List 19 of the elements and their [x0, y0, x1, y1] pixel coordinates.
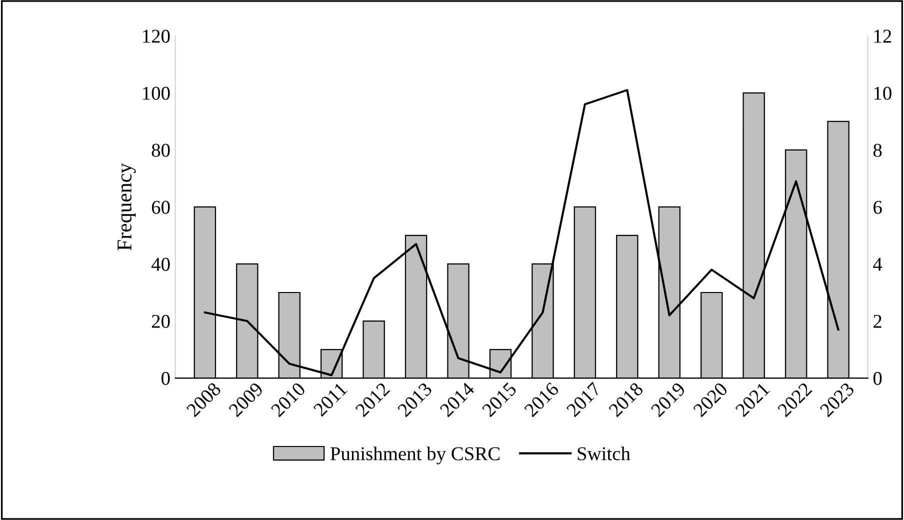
- y-tick-label: 80: [152, 144, 170, 157]
- y2-tick-label: 4: [873, 258, 882, 271]
- y2-tick-label: 10: [874, 86, 892, 100]
- y-tick-label: 120: [143, 30, 170, 43]
- y-tick-label: 0: [162, 372, 170, 385]
- y-tick-label: 40: [151, 258, 170, 271]
- y2-tick-label: 0: [873, 372, 882, 385]
- y2-tick-label: 12: [874, 30, 892, 43]
- y-tick-label: 60: [152, 200, 170, 214]
- y2-tick-label: 8: [873, 144, 882, 157]
- y-tick-label: 20: [152, 314, 170, 328]
- legend-label: Punishment by CSRC: [330, 446, 500, 464]
- x-tick-label: 2021: [734, 382, 770, 418]
- y2-tick-label: 2: [874, 314, 882, 328]
- legend-label: Switch: [578, 446, 630, 460]
- y-tick-label: 100: [143, 86, 170, 100]
- y2-tick-label: 6: [874, 200, 882, 214]
- x-tick-label: 2011: [312, 382, 348, 417]
- y-axis-title: Frequency: [118, 163, 136, 250]
